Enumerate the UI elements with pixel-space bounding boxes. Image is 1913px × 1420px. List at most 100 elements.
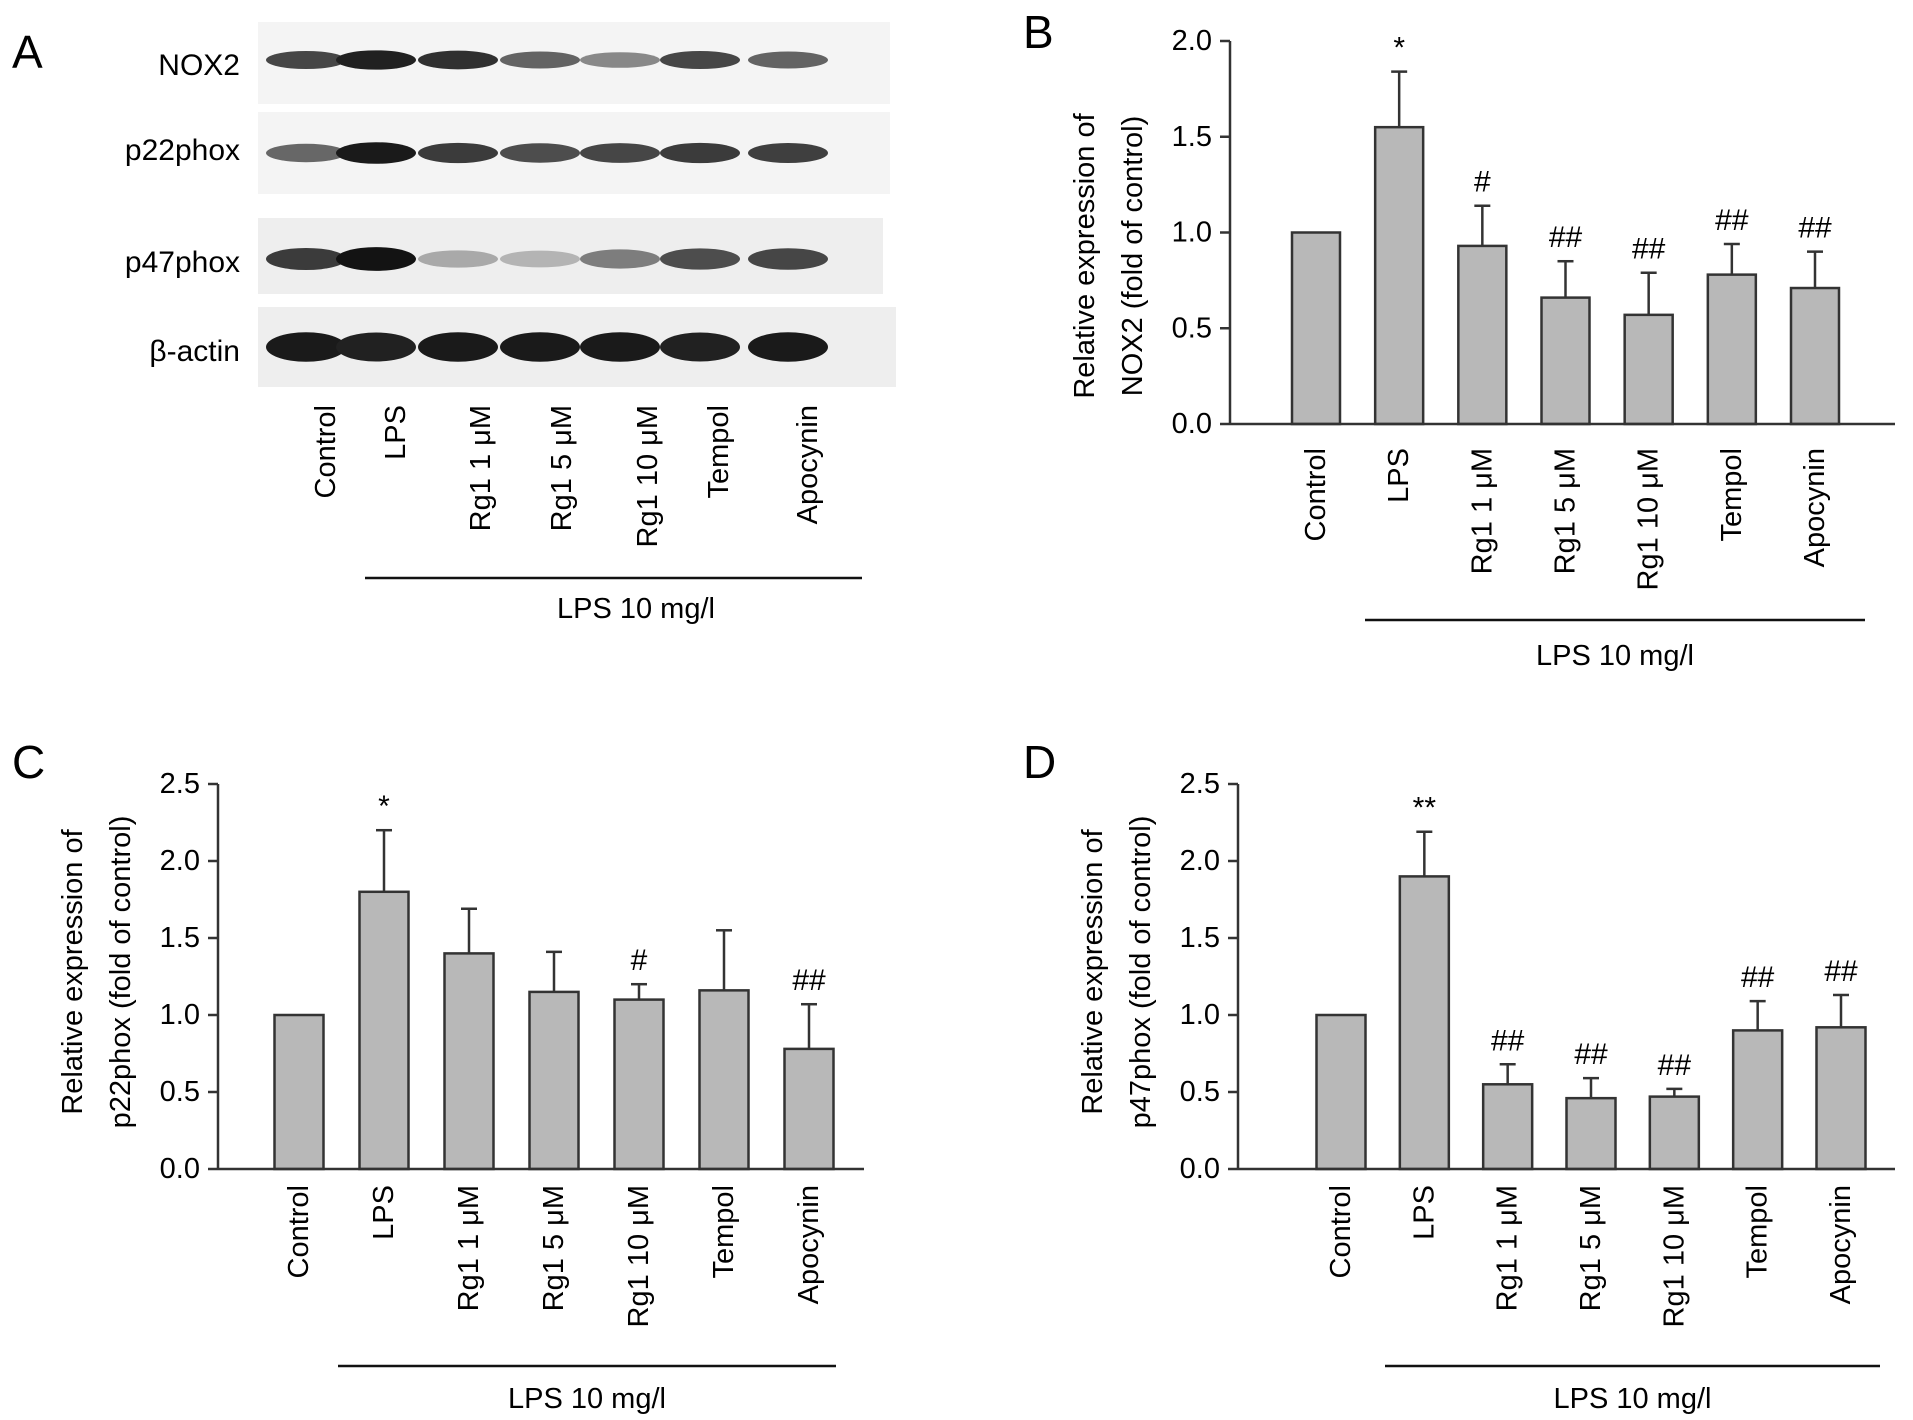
blot-band [748, 332, 828, 362]
blot-band [660, 51, 740, 69]
x-category-label: LPS [1408, 1185, 1440, 1240]
significance-markers: * # ## [378, 790, 826, 997]
bar-4 [528, 990, 580, 1171]
lane-label: Apocynin [792, 405, 824, 524]
x-category-label: Rg1 5 μM [1550, 448, 1582, 574]
y-tick-label: 0.5 [1172, 312, 1212, 344]
band-row-beta-actin [266, 332, 828, 362]
blot-band [336, 332, 416, 362]
protein-label-beta-actin: β-actin [149, 335, 240, 368]
x-category-label: Control [1300, 448, 1332, 542]
blot-band [748, 142, 828, 164]
x-category-label: Rg1 1 μM [1466, 448, 1498, 574]
y-tick-label: 1.0 [160, 999, 200, 1031]
significance-marker: ## [1574, 1038, 1608, 1071]
y-axis-title-line1: Relative expression of [1077, 828, 1109, 1114]
panel-letter-a: A [12, 26, 43, 78]
significance-marker: ## [1658, 1049, 1692, 1082]
significance-marker: ## [1549, 221, 1583, 254]
band-row-nox2 [266, 50, 828, 70]
significance-marker: ## [1741, 961, 1775, 994]
blot-band [336, 247, 416, 271]
bar-4 [1540, 296, 1591, 426]
blot-band [418, 250, 498, 268]
significance-marker: ## [1632, 233, 1666, 266]
band-row-p22phox [266, 142, 828, 164]
x-category-label: Apocynin [1799, 448, 1831, 567]
bar-3 [1457, 244, 1508, 426]
y-axis-title-line2: NOX2 (fold of control) [1117, 116, 1149, 396]
blot-band [748, 248, 828, 270]
panel-letter-b: B [1023, 6, 1054, 58]
group-label: LPS 10 mg/l [557, 593, 715, 625]
bar-3 [443, 952, 495, 1171]
lane-labels: Control LPS Rg1 1 μM Rg1 5 μM Rg1 10 μM … [310, 405, 824, 547]
blot-band [748, 51, 828, 69]
bar-1 [1315, 1013, 1367, 1171]
axes [1228, 782, 1895, 1171]
significance-marker: ## [792, 964, 826, 997]
y-tick-label: 0.0 [160, 1153, 200, 1185]
x-category-label: Rg1 10 μM [1633, 448, 1665, 590]
blot-band [336, 142, 416, 164]
significance-marker: ## [1715, 204, 1749, 237]
bar-1 [1290, 231, 1342, 426]
significance-marker: # [1474, 166, 1491, 199]
panel-a: A NOX2 p22phox p47phox β-actin Control L… [12, 22, 896, 625]
blot-strip-nox2: NOX2 [158, 22, 890, 104]
y-tick-label: 1.5 [160, 922, 200, 954]
band-row-p47phox [266, 247, 828, 271]
significance-markers: ** ## ## ## ## ## [1413, 792, 1858, 1082]
x-category-label: Tempol [1716, 448, 1748, 542]
protein-label-nox2: NOX2 [158, 49, 240, 82]
y-tick-label: 0.0 [1180, 1153, 1220, 1185]
x-category-label: Apocynin [1825, 1185, 1857, 1304]
x-category-label: Rg1 1 μM [1492, 1185, 1524, 1311]
significance-marker: ** [1413, 792, 1437, 825]
significance-marker: * [1393, 32, 1405, 65]
axes [208, 782, 864, 1171]
significance-marker: ## [1824, 955, 1858, 988]
group-label: LPS 10 mg/l [1554, 1383, 1712, 1415]
axes [1220, 39, 1895, 426]
panel-letter-c: C [12, 736, 45, 788]
y-axis-ticks: 0.0 0.5 1.0 1.5 2.0 2.5 [160, 768, 200, 1185]
bar-4 [1565, 1096, 1617, 1171]
x-category-label: Tempol [1742, 1185, 1774, 1279]
x-axis-categories: Control LPS Rg1 1 μM Rg1 5 μM Rg1 10 μM … [1325, 1185, 1857, 1327]
y-tick-label: 0.5 [1180, 1076, 1220, 1108]
y-tick-label: 1.0 [1172, 217, 1212, 249]
y-tick-label: 2.5 [160, 768, 200, 800]
bar-7 [1789, 286, 1841, 426]
x-category-label: Rg1 1 μM [453, 1185, 485, 1311]
x-axis-categories: Control LPS Rg1 1 μM Rg1 5 μM Rg1 10 μM … [283, 1185, 825, 1327]
bar-5 [1648, 1095, 1701, 1171]
bar-5 [1623, 313, 1674, 426]
blot-band [500, 143, 580, 163]
blot-strip-p22phox: p22phox [125, 112, 890, 194]
blot-band [660, 332, 740, 362]
x-category-label: LPS [368, 1185, 400, 1240]
y-axis-title-line1: Relative expression of [57, 828, 89, 1114]
blot-band [418, 142, 498, 164]
y-tick-label: 1.0 [1180, 999, 1220, 1031]
blot-band [266, 143, 346, 163]
bar-7 [1815, 1026, 1867, 1171]
lane-label: Rg1 10 μM [632, 405, 664, 547]
y-axis-ticks: 0.0 0.5 1.0 1.5 2.0 [1172, 25, 1212, 440]
bar-6 [1731, 1029, 1784, 1171]
y-tick-label: 2.5 [1180, 768, 1220, 800]
bar-2 [358, 890, 410, 1171]
panel-letter-d: D [1023, 736, 1056, 788]
blot-band [580, 332, 660, 362]
x-category-label: LPS [1383, 448, 1415, 503]
bar-1 [273, 1013, 325, 1171]
blot-band [580, 249, 660, 269]
x-category-label: Rg1 10 μM [1658, 1185, 1690, 1327]
x-category-label: Apocynin [793, 1185, 825, 1304]
group-label: LPS 10 mg/l [508, 1383, 666, 1415]
bar-3 [1481, 1083, 1534, 1171]
significance-marker: * [378, 790, 390, 823]
bar-6 [1706, 273, 1758, 426]
y-axis-title-line2: p47phox (fold of control) [1125, 816, 1157, 1129]
